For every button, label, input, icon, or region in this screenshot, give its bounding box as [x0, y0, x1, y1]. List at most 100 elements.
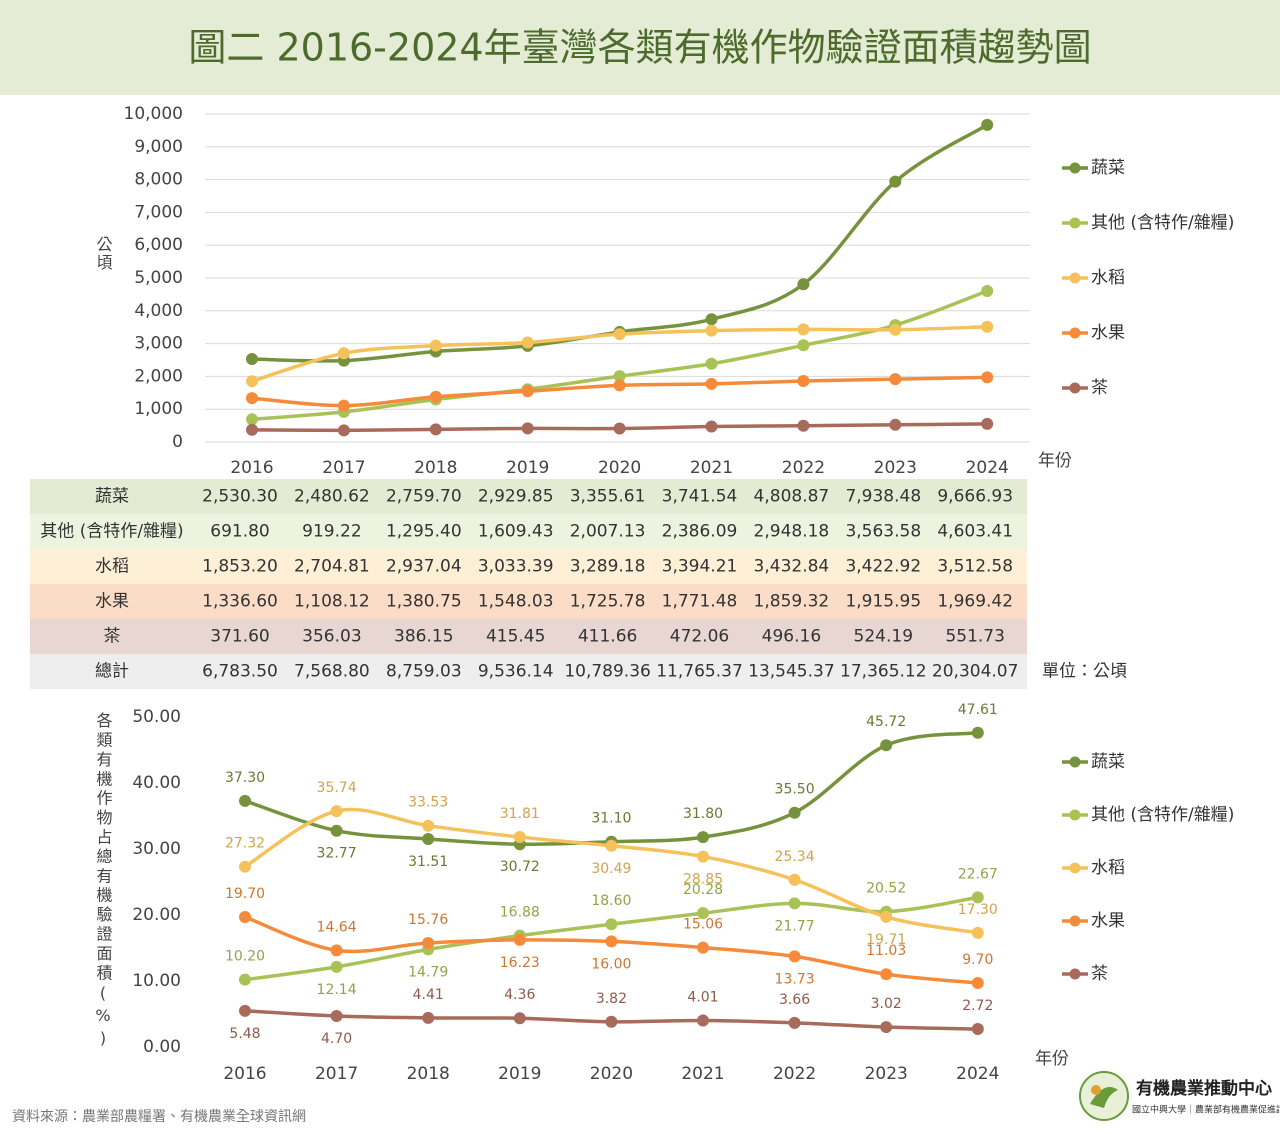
table-cell: 2,929.85: [478, 487, 554, 507]
data-label: 9.70: [962, 952, 993, 968]
data-point: [788, 1016, 801, 1029]
table-cell: 3,033.39: [478, 557, 554, 577]
table-row: [30, 619, 1027, 654]
table-cell: 2,007.13: [570, 522, 646, 542]
data-point: [605, 935, 618, 948]
data-point: [239, 860, 251, 873]
y-tick-label: 50.00: [132, 707, 181, 727]
legend-swatch-dot: [1069, 756, 1081, 768]
data-label: 22.67: [958, 866, 998, 882]
data-label: 16.00: [591, 956, 631, 972]
table-cell: 6,783.50: [202, 662, 278, 682]
table-cell: 415.45: [486, 627, 545, 647]
data-point: [422, 1011, 435, 1024]
table-cell: 2,480.62: [294, 487, 370, 507]
data-label: 3.82: [596, 991, 627, 1007]
data-label: 19.71: [866, 932, 906, 948]
x-tick-label: 2022: [773, 1064, 816, 1084]
data-point: [797, 375, 810, 388]
legend-swatch-dot: [1069, 217, 1081, 229]
data-point: [422, 833, 435, 846]
data-point: [971, 726, 984, 739]
table-cell: 4,603.41: [937, 522, 1013, 542]
logo-title: 有機農業推動中心: [1136, 1078, 1272, 1099]
table-cell: 472.06: [670, 627, 729, 647]
data-point: [880, 1021, 893, 1034]
data-point: [797, 323, 810, 336]
table-cell: 1,380.75: [386, 592, 462, 612]
data-point: [889, 418, 902, 431]
table-cell: 3,394.21: [662, 557, 738, 577]
y-tick-label: 40.00: [132, 773, 181, 793]
data-point: [605, 1015, 618, 1028]
data-label: 4.36: [504, 987, 535, 1003]
data-point: [889, 323, 902, 336]
table-cell: 7,938.48: [845, 487, 921, 507]
data-label: 30.72: [500, 859, 540, 875]
table-cell: 3,289.18: [570, 557, 646, 577]
data-label: 3.66: [779, 992, 810, 1008]
x-tick-label: 2019: [498, 1064, 541, 1084]
y-tick-label: 8,000: [134, 170, 183, 190]
table-cell: 3,432.84: [754, 557, 830, 577]
data-label: 4.41: [413, 987, 444, 1003]
y-tick-label: 5,000: [134, 268, 183, 288]
data-point: [246, 413, 258, 426]
x-tick-label: 2023: [865, 1064, 908, 1084]
data-label: 10.20: [225, 949, 265, 965]
series-line: [250, 289, 989, 422]
table-cell: 524.19: [854, 627, 913, 647]
table-cell: 1,969.42: [937, 592, 1013, 612]
table-cell: 386.15: [394, 627, 453, 647]
x-axis-title: 年份: [1035, 1049, 1069, 1069]
y-tick-label: 10.00: [132, 971, 181, 991]
legend-label: 水稻: [1091, 858, 1125, 878]
data-label: 21.77: [775, 918, 815, 934]
data-point: [521, 385, 534, 398]
data-point: [971, 976, 984, 989]
table-row: [30, 514, 1027, 549]
data-label: 12.14: [317, 982, 357, 998]
legend-swatch-dot: [1069, 327, 1081, 339]
data-point: [330, 960, 343, 973]
table-cell: 2,948.18: [754, 522, 830, 542]
table-cell: 1,915.95: [845, 592, 921, 612]
table-cell: 9,536.14: [478, 662, 554, 682]
source: 資料來源：農業部農糧署、有機農業全球資訊網: [12, 1109, 306, 1125]
series-line: [250, 123, 989, 363]
y-tick-label: 6,000: [134, 235, 183, 255]
legend-swatch-dot: [1069, 809, 1081, 821]
table-cell: 8,759.03: [386, 662, 462, 682]
data-label: 11.03: [866, 943, 906, 959]
table-row-label: 水稻: [95, 557, 129, 577]
table-row-label: 茶: [104, 627, 121, 647]
data-point: [880, 910, 893, 923]
table-cell: 691.80: [210, 522, 269, 542]
table-cell: 4,808.87: [754, 487, 830, 507]
y-tick-label: 30.00: [132, 839, 181, 859]
x-tick-label: 2016: [223, 1064, 266, 1084]
legend-swatch-dot: [1069, 862, 1081, 874]
legend-label: 其他 (含特作/雜糧): [1091, 213, 1234, 233]
data-label: 5.48: [229, 1026, 260, 1042]
data-point: [889, 373, 902, 386]
table-cell: 7,568.80: [294, 662, 370, 682]
logo-leaf: [1090, 1087, 1118, 1108]
data-point: [971, 926, 984, 939]
data-point: [797, 419, 810, 432]
y-tick-label: 10,000: [124, 104, 183, 124]
table-row-label: 總計: [95, 662, 129, 682]
data-point: [330, 944, 343, 957]
table-cell: 1,548.03: [478, 592, 554, 612]
data-label: 17.30: [958, 902, 998, 918]
data-label: 16.88: [500, 905, 540, 921]
data-label: 35.50: [775, 782, 815, 798]
table-cell: 2,759.70: [386, 487, 462, 507]
data-point: [422, 936, 435, 949]
table-row: [30, 654, 1027, 689]
data-label: 35.74: [317, 780, 357, 796]
table-cell: 3,563.58: [845, 522, 921, 542]
data-point: [981, 417, 994, 430]
x-tick-label: 2017: [315, 1064, 358, 1084]
